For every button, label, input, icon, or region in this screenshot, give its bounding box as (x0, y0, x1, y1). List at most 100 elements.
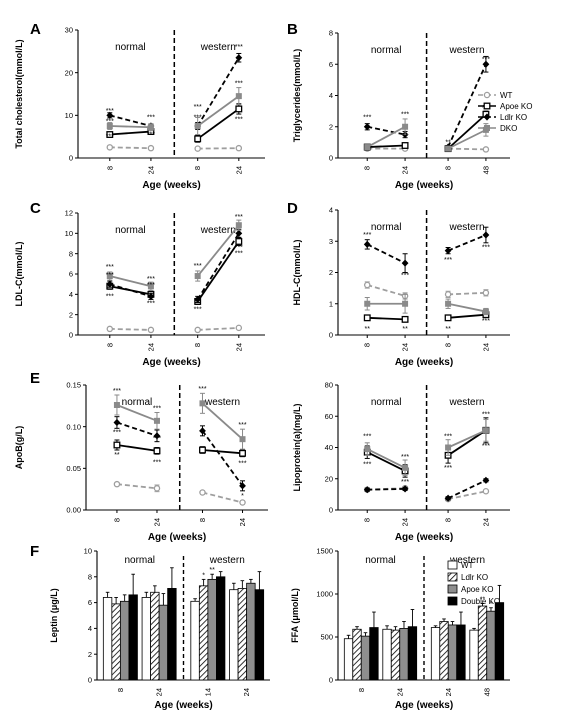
significance-mark: *** (238, 422, 246, 429)
x-tick-label: 24 (238, 518, 247, 526)
bar-apoe (207, 578, 217, 681)
panel-letter: F (30, 543, 39, 560)
y-tick-label: 40 (325, 443, 333, 452)
data-point-dko (445, 300, 452, 307)
significance-mark: *** (401, 273, 409, 280)
bar-wt (229, 589, 239, 681)
y-tick-label: 1 (329, 299, 333, 308)
y-tick-label: 2 (329, 122, 333, 131)
x-tick-label: 8 (444, 343, 453, 347)
x-tick-label: 8 (105, 343, 114, 347)
legend-label-dko: DKO (500, 124, 517, 133)
panel-E2: 0 20 40 60 80 normal western 8 24 8 24 *** *** *** ***… (292, 381, 510, 543)
legend-swatch-dko (447, 596, 458, 606)
y-tick-label: 0 (329, 331, 333, 340)
data-point-ldlr (401, 259, 409, 267)
significance-mark: *** (198, 386, 206, 393)
significance-mark: *** (235, 214, 243, 221)
panel-letter: A (30, 21, 41, 38)
x-tick-label: 8 (116, 688, 125, 692)
bar-wt (382, 628, 392, 681)
significance-mark: *** (147, 300, 155, 307)
data-point-wt (363, 281, 371, 289)
legend-swatch-ldlr (447, 572, 458, 582)
y-axis-label: Triglycerides(mmol/L) (292, 49, 302, 143)
data-point-wt (106, 144, 114, 151)
data-point-dko (402, 300, 409, 307)
data-point-dko (106, 123, 113, 129)
data-point-dko (147, 283, 154, 290)
bar-ldlr (352, 628, 362, 681)
series-line-dko (366, 125, 406, 148)
data-point-dko (482, 427, 489, 434)
data-point-ldlr (106, 111, 114, 119)
group-label-normal: normal (371, 45, 402, 56)
significance-mark: * (241, 493, 244, 500)
data-point-wt (113, 480, 121, 488)
y-tick-label: 0 (88, 676, 92, 685)
y-tick-label: 2 (69, 310, 73, 319)
y-tick-label: 20 (325, 474, 333, 483)
significance-mark: *** (194, 104, 202, 111)
legend-label-wt: WT (461, 561, 474, 570)
data-point-ldlr (363, 123, 371, 131)
significance-mark: *** (147, 114, 155, 121)
significance-mark: ** (445, 139, 451, 146)
y-tick-label: 10 (65, 111, 73, 120)
significance-mark: *** (106, 293, 114, 300)
significance-mark: *** (194, 307, 202, 314)
legend-marker-ldlr (483, 113, 491, 121)
significance-mark: * (202, 572, 205, 579)
series-line-apoe (367, 144, 406, 148)
x-tick-label: 8 (357, 688, 366, 692)
data-point-wt (239, 499, 246, 506)
data-point-apoe (153, 447, 161, 455)
series-line-ldlr (447, 63, 487, 148)
data-point-apoe (401, 142, 409, 149)
panel-letter: E (30, 370, 40, 387)
y-tick-label: 30 (65, 26, 73, 35)
data-point-dko (199, 400, 206, 407)
series-line-apoe (116, 444, 158, 452)
x-axis-label: Age (weeks) (142, 357, 200, 368)
significance-mark: *** (401, 479, 409, 486)
series-line-dko (366, 448, 406, 469)
significance-mark: *** (194, 263, 202, 270)
data-point-apoe (235, 238, 243, 245)
significance-mark: ** (114, 452, 120, 459)
y-tick-label: 4 (329, 206, 333, 215)
y-tick-label: 8 (69, 249, 73, 258)
data-point-apoe (239, 449, 246, 457)
significance-mark: *** (401, 454, 409, 461)
significance-mark: ** (402, 133, 408, 140)
legend-swatch-wt (447, 560, 458, 570)
significance-mark: *** (363, 462, 371, 469)
x-tick-label: 24 (401, 343, 410, 351)
bar-wt (343, 638, 354, 681)
series-line-apoe (448, 313, 486, 319)
y-tick-label: 0.10 (66, 422, 81, 431)
data-point-wt (482, 487, 490, 495)
data-point-dko (364, 300, 371, 307)
y-tick-label: 0 (329, 676, 333, 685)
group-label-western: western (448, 397, 484, 408)
series-line-wt (448, 291, 486, 296)
bar-dko (456, 624, 466, 681)
bar-ldlr (439, 621, 449, 681)
group-label-normal: normal (115, 225, 146, 236)
y-tick-label: 80 (325, 381, 333, 390)
significance-mark: *** (363, 114, 371, 121)
significance-mark: *** (363, 232, 371, 239)
significance-mark: *** (482, 57, 490, 64)
bar-wt (430, 627, 441, 681)
data-point-ldlr (199, 427, 206, 435)
series-line-ldlr (366, 243, 406, 264)
y-tick-label: 0 (69, 154, 73, 163)
bar-dko (494, 602, 505, 681)
y-tick-label: 4 (88, 624, 92, 633)
x-tick-label: 8 (112, 518, 121, 522)
significance-mark: *** (106, 264, 114, 271)
series-line-ldlr (367, 488, 406, 491)
y-tick-label: 20 (65, 68, 73, 77)
